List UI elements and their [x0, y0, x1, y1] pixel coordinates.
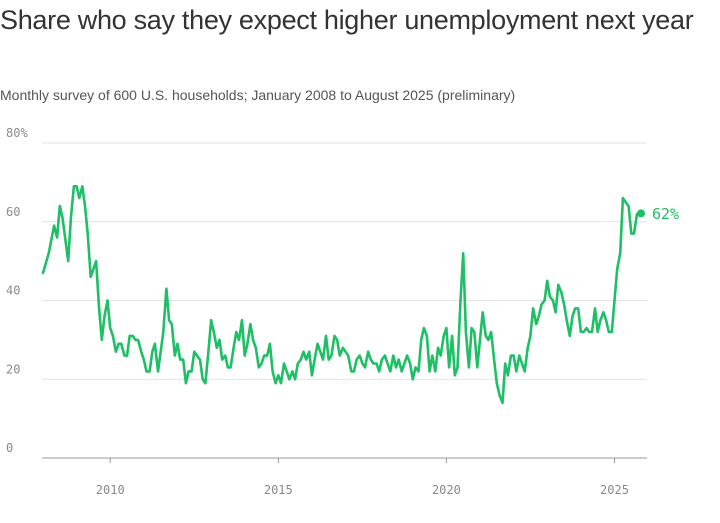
series-layer: 62% — [41, 185, 679, 405]
series-end-point — [637, 209, 645, 218]
y-tick-label-80: 80% — [6, 126, 28, 140]
x-tick-label-2025: 2025 — [600, 483, 629, 497]
y-axis-ticks: 0 20 40 60 80% — [6, 126, 28, 455]
series-line-0 — [41, 185, 639, 405]
y-tick-label-60: 60 — [6, 205, 20, 219]
x-tick-label-2010: 2010 — [96, 483, 125, 497]
y-tick-label-20: 20 — [6, 362, 20, 376]
gridlines — [42, 142, 647, 459]
series-end-label: 62% — [652, 205, 679, 223]
x-tick-label-2020: 2020 — [432, 483, 461, 497]
x-axis-ticks: 2010 2015 2020 2025 — [96, 458, 629, 497]
chart-title: Share who say they expect higher unemplo… — [0, 5, 694, 35]
y-tick-label-0: 0 — [6, 441, 13, 455]
chart-subtitle: Monthly survey of 600 U.S. households; J… — [0, 87, 516, 103]
x-tick-label-2015: 2015 — [264, 483, 293, 497]
y-tick-label-40: 40 — [6, 284, 20, 298]
